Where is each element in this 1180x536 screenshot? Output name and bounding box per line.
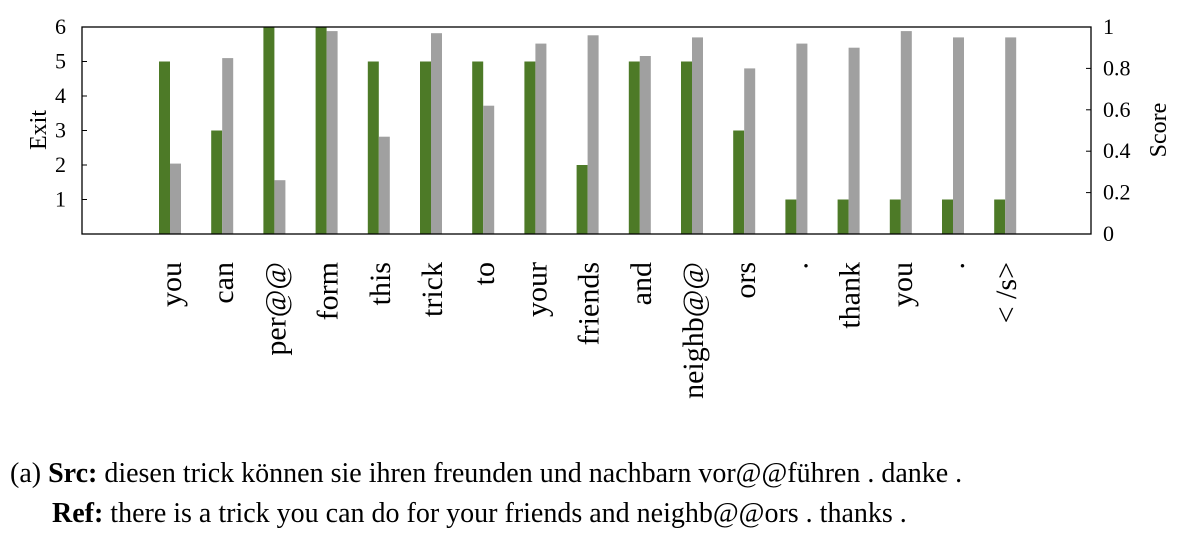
exit-bar <box>994 199 1006 234</box>
score-bar <box>587 35 599 234</box>
x-tick-label: to <box>468 262 501 285</box>
y-left-tick-label: 3 <box>55 118 66 143</box>
bar-layer <box>159 27 1017 235</box>
exit-bar <box>889 199 901 234</box>
y-left-tick-label: 4 <box>55 83 66 108</box>
y-left-tick-label: 2 <box>55 152 66 177</box>
score-bar <box>1005 37 1017 235</box>
exit-bar <box>263 27 275 234</box>
exit-bar <box>733 130 745 234</box>
score-bar <box>222 58 234 234</box>
exit-bar <box>420 61 431 234</box>
y-right-tick-label: 0.4 <box>1103 138 1131 163</box>
x-tick-label: neighb@@ <box>677 262 710 399</box>
exit-bar <box>524 61 536 234</box>
score-bar <box>326 31 338 234</box>
y-left-tick-label: 6 <box>55 14 66 39</box>
x-tick-label: this <box>364 262 397 305</box>
exit-bar <box>315 27 327 234</box>
score-bar <box>378 136 390 234</box>
x-tick-label: trick <box>416 262 449 317</box>
x-tick-label: you <box>155 262 188 307</box>
caption-ref-label: Ref: <box>52 498 104 529</box>
score-bar <box>744 68 756 235</box>
caption-ref-text: there is a trick you can do for your fri… <box>103 498 907 529</box>
exit-bar <box>472 61 484 234</box>
caption-reference-line: Ref: there is a trick you can do for you… <box>52 497 907 531</box>
caption-prefix: (a) <box>10 458 42 489</box>
y-right-tick-label: 0.8 <box>1103 55 1131 80</box>
x-tick-label: < /s> <box>990 262 1023 323</box>
x-tick-label: can <box>207 262 240 304</box>
score-bar <box>953 37 964 235</box>
exit-bar <box>681 61 692 234</box>
score-bar <box>796 43 808 234</box>
exit-bar <box>628 61 640 234</box>
score-bar <box>483 105 495 234</box>
exit-bar <box>785 199 797 234</box>
exit-bar <box>942 199 953 234</box>
y-right-tick-label: 0.6 <box>1103 97 1131 122</box>
x-tick-label: per@@ <box>259 262 292 356</box>
x-tick-label: friends <box>573 262 606 345</box>
y-left-tick-label: 1 <box>55 187 66 212</box>
x-tick-label: thank <box>834 262 867 329</box>
y-right-tick-label: 1 <box>1103 14 1114 39</box>
caption-src-label: Src: <box>48 458 98 489</box>
y-right-tick-label: 0.2 <box>1103 180 1131 205</box>
y-left-tick-label: 5 <box>55 49 66 74</box>
y-right-tick-label: 0 <box>1103 221 1114 246</box>
x-tick-label: ors <box>729 262 762 299</box>
tick-layer <box>82 26 1091 235</box>
exit-bar <box>576 165 588 234</box>
score-bar <box>274 180 286 234</box>
score-bar <box>170 163 181 234</box>
score-bar <box>535 43 547 234</box>
x-tick-label: your <box>520 262 553 317</box>
exit-score-bar-chart: you can per@@ form this trick to your friends and… <box>26 14 1172 399</box>
score-bar <box>900 31 912 234</box>
score-bar <box>431 33 442 235</box>
x-tick-label: and <box>625 262 658 305</box>
score-bar <box>848 47 860 235</box>
exit-bar <box>837 199 849 234</box>
caption-source-line: (a) Src: diesen trick können sie ihren f… <box>10 457 962 491</box>
y-axis-left-label: Exit <box>26 110 52 150</box>
x-tick-label: . <box>938 262 971 270</box>
caption-src-text: diesen trick können sie ihren freunden u… <box>97 458 963 489</box>
exit-bar <box>367 61 379 234</box>
x-tick-label: . <box>781 262 814 270</box>
x-tick-label: you <box>886 262 919 307</box>
score-bar <box>692 37 703 235</box>
score-bar <box>639 56 651 234</box>
y-axis-right-label: Score <box>1146 103 1172 158</box>
exit-bar <box>211 130 223 234</box>
x-tick-label: form <box>312 262 345 320</box>
label-layer: you can per@@ form this trick to your friends and… <box>55 14 1131 399</box>
exit-bar <box>159 61 170 234</box>
